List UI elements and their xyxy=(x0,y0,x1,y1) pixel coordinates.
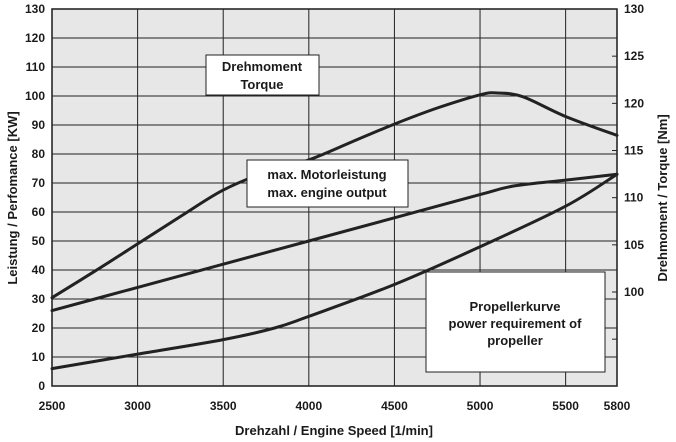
y-right-tick-label: 120 xyxy=(624,96,644,110)
y-left-tick-label: 40 xyxy=(32,263,46,277)
y-right-tick-label: 115 xyxy=(624,144,644,158)
y-left-tick-label: 110 xyxy=(26,60,46,74)
y-left-tick-label: 120 xyxy=(25,31,45,45)
y-left-tick-label: 70 xyxy=(32,176,46,190)
y-right-tick-label: 100 xyxy=(624,285,644,299)
y-left-tick-label: 80 xyxy=(32,147,46,161)
torque-label-line-2: Torque xyxy=(240,77,283,92)
torque-label-box: Drehmoment Torque xyxy=(206,55,319,95)
y-axis-right-title: Drehmoment / Torque [Nm] xyxy=(655,114,670,281)
y-left-tick-label: 10 xyxy=(32,350,46,364)
propeller-label-line-2: power requirement of xyxy=(449,316,583,331)
x-tick-label: 5800 xyxy=(604,399,631,413)
x-axis-title: Drehzahl / Engine Speed [1/min] xyxy=(235,423,433,438)
y-left-tick-label: 130 xyxy=(25,2,45,16)
y-right-tick-label: 130 xyxy=(624,2,644,16)
y-left-tick-label: 60 xyxy=(32,205,46,219)
x-tick-label: 5000 xyxy=(467,399,494,413)
engine-output-label-line-1: max. Motorleistung xyxy=(267,167,386,182)
x-tick-label: 3000 xyxy=(124,399,151,413)
propeller-label-box: Propellerkurve power requirement of prop… xyxy=(426,272,605,372)
y-left-tick-label: 90 xyxy=(32,118,46,132)
propeller-label-line-1: Propellerkurve xyxy=(469,299,560,314)
y-left-tick-label: 50 xyxy=(32,234,46,248)
y-left-tick-label: 30 xyxy=(32,292,46,306)
y-axis-left-title: Leistung / Perfomance [KW] xyxy=(5,111,20,284)
y-left-tick-label: 100 xyxy=(25,89,45,103)
x-tick-label: 4000 xyxy=(295,399,322,413)
x-tick-label: 5500 xyxy=(552,399,579,413)
propeller-label-line-3: propeller xyxy=(487,333,543,348)
x-tick-label: 4500 xyxy=(381,399,408,413)
y-right-tick-label: 110 xyxy=(624,191,644,205)
y-right-tick-label: 105 xyxy=(624,238,644,252)
y-right-tick-label: 125 xyxy=(624,49,644,63)
x-tick-label: 3500 xyxy=(210,399,237,413)
x-tick-label: 2500 xyxy=(39,399,66,413)
engine-output-label-line-2: max. engine output xyxy=(267,185,387,200)
y-left-tick-label: 20 xyxy=(32,321,46,335)
y-left-tick-label: 0 xyxy=(38,379,45,393)
engine-output-label-box: max. Motorleistung max. engine output xyxy=(247,160,408,207)
torque-label-line-1: Drehmoment xyxy=(222,59,303,74)
